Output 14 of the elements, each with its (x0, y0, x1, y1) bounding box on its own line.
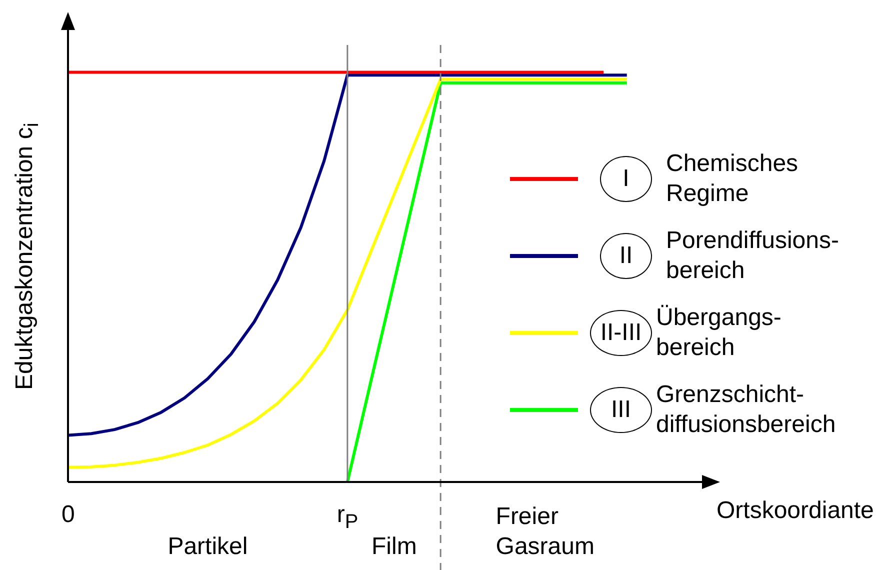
text: Partikel (168, 532, 248, 562)
circle-icon: II (600, 232, 652, 278)
x-tick-label: 0 (62, 500, 75, 530)
text: Film (372, 532, 417, 562)
text: Freier Gasraum (496, 502, 594, 562)
text: Übergangs- bereich (656, 302, 782, 362)
circle-icon: I (600, 156, 652, 202)
text: Grenzschicht- diffusionsbereich (656, 380, 836, 440)
circle-icon: III (590, 386, 652, 432)
x-axis-title: Ortskoordiante (716, 496, 874, 526)
circle-icon: II-III (590, 310, 652, 356)
x-tick-label: r$_{P}$ (336, 500, 358, 535)
text: Chemisches Regime (666, 148, 798, 208)
text: Porendiffusions- bereich (666, 226, 839, 286)
